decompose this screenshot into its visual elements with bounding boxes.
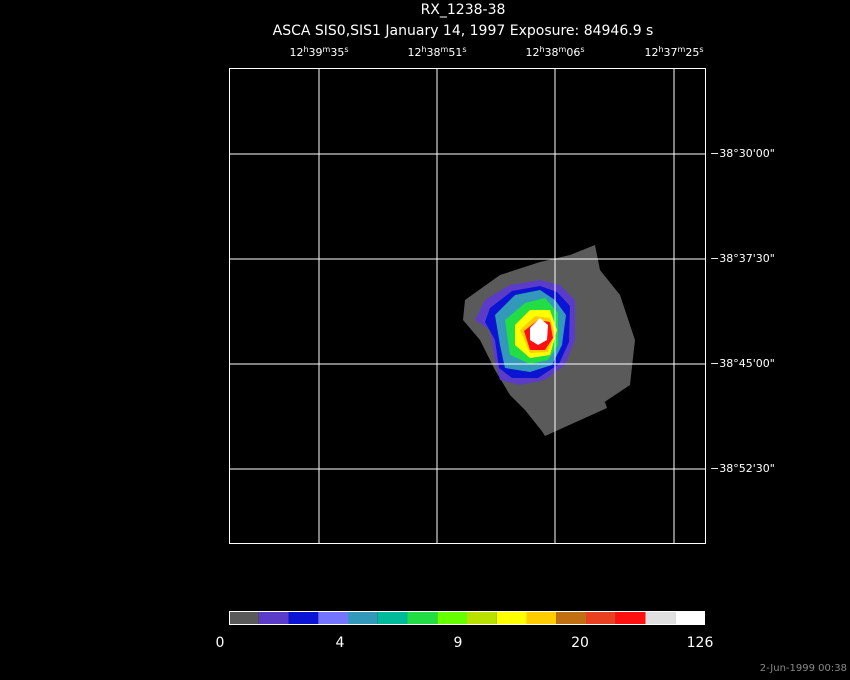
- colorbar-swatch: [496, 611, 527, 625]
- frame: [229, 68, 706, 544]
- colorbar-frame: [229, 611, 705, 625]
- ra-unit: m: [678, 45, 686, 54]
- dec-label: −38°45'00": [710, 357, 775, 370]
- colorbar-swatch: [258, 611, 289, 625]
- ra-unit: s: [699, 45, 703, 54]
- ra-value: 38: [545, 46, 559, 59]
- colorbar-swatch: [348, 611, 378, 625]
- colorbar-swatch: [407, 611, 438, 625]
- colorbar-swatch: [437, 611, 467, 625]
- ra-unit: s: [462, 45, 466, 54]
- ra-unit: s: [580, 45, 584, 54]
- ra-value: 25: [685, 46, 699, 59]
- colorbar-label: 126: [687, 635, 714, 651]
- ra-value: 06: [566, 46, 580, 59]
- timestamp: 2-Jun-1999 00:38: [760, 663, 847, 674]
- ra-unit: m: [323, 45, 331, 54]
- ra-value: 38: [427, 46, 441, 59]
- ra-value: 35: [330, 46, 344, 59]
- ra-label: 12h38m06s: [525, 45, 584, 60]
- subtitle: ASCA SIS0,SIS1 January 14, 1997 Exposure…: [273, 23, 654, 39]
- ra-unit: s: [344, 45, 348, 54]
- ra-label: 12h37m25s: [644, 45, 703, 60]
- ra-unit: m: [559, 45, 567, 54]
- ra-value: 12: [407, 46, 421, 59]
- grid: [229, 68, 706, 544]
- ra-unit: h: [303, 45, 308, 54]
- ra-value: 51: [448, 46, 462, 59]
- colorbar-swatch: [615, 611, 646, 625]
- dec-label: −38°37'30": [710, 252, 775, 265]
- emission: [530, 318, 548, 345]
- colorbar-label: 0: [216, 635, 225, 651]
- colorbar-swatch: [556, 611, 586, 625]
- title: RX_1238-38: [421, 2, 506, 18]
- ra-value: 12: [644, 46, 658, 59]
- colorbar-swatch: [675, 611, 705, 625]
- dec-label: −38°30'00": [710, 147, 775, 160]
- emission: [540, 402, 607, 436]
- dec-label: −38°52'30": [710, 462, 775, 475]
- ra-label: 12h39m35s: [289, 45, 348, 60]
- ra-value: 37: [664, 46, 678, 59]
- ra-unit: h: [539, 45, 544, 54]
- colorbar-swatch: [288, 611, 319, 625]
- colorbar-swatch: [645, 611, 676, 625]
- ra-value: 12: [525, 46, 539, 59]
- colorbar-swatch: [586, 611, 616, 625]
- colorbar-label: 20: [571, 635, 589, 651]
- colorbar-label: 4: [336, 635, 345, 651]
- image: [463, 245, 635, 436]
- ra-unit: h: [421, 45, 426, 54]
- ra-value: 39: [309, 46, 323, 59]
- colorbar-swatch: [377, 611, 408, 625]
- colorbar-swatch: [467, 611, 497, 625]
- ra-unit: m: [441, 45, 449, 54]
- colorbar-swatch: [318, 611, 348, 625]
- ra-unit: h: [658, 45, 663, 54]
- colorbar-swatch: [526, 611, 557, 625]
- colorbar-label: 9: [454, 635, 463, 651]
- ra-value: 12: [289, 46, 303, 59]
- colorbar-swatch: [229, 611, 259, 625]
- ra-label: 12h38m51s: [407, 45, 466, 60]
